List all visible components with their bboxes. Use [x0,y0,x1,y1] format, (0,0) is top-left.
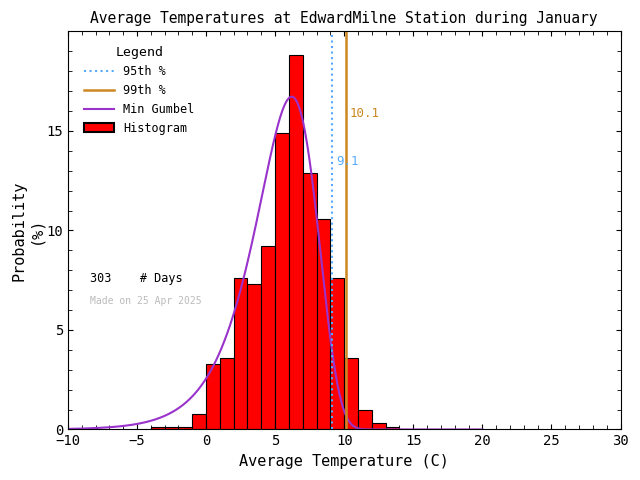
Bar [261,246,275,430]
Bar [206,364,220,430]
Text: 9.1: 9.1 [336,155,358,168]
Text: 303    # Days: 303 # Days [90,272,182,285]
Bar [330,278,344,430]
Bar [248,284,261,430]
Title: Average Temperatures at EdwardMilne Station during January: Average Temperatures at EdwardMilne Stat… [90,11,598,26]
Bar [344,358,358,430]
Bar [372,423,386,430]
Bar [234,278,248,430]
Bar [164,428,179,430]
X-axis label: Average Temperature (C): Average Temperature (C) [239,454,449,469]
Bar [289,55,303,430]
Bar [303,173,317,430]
Bar [192,414,206,430]
Y-axis label: Probability
(%): Probability (%) [11,180,44,281]
Bar [220,358,234,430]
Bar [275,133,289,430]
Bar [317,218,330,430]
Text: 10.1: 10.1 [349,107,380,120]
Text: Made on 25 Apr 2025: Made on 25 Apr 2025 [90,296,202,306]
Bar [386,428,399,430]
Bar [151,428,164,430]
Legend: 95th %, 99th %, Min Gumbel, Histogram: 95th %, 99th %, Min Gumbel, Histogram [79,41,199,139]
Bar [179,428,192,430]
Bar [358,410,372,430]
